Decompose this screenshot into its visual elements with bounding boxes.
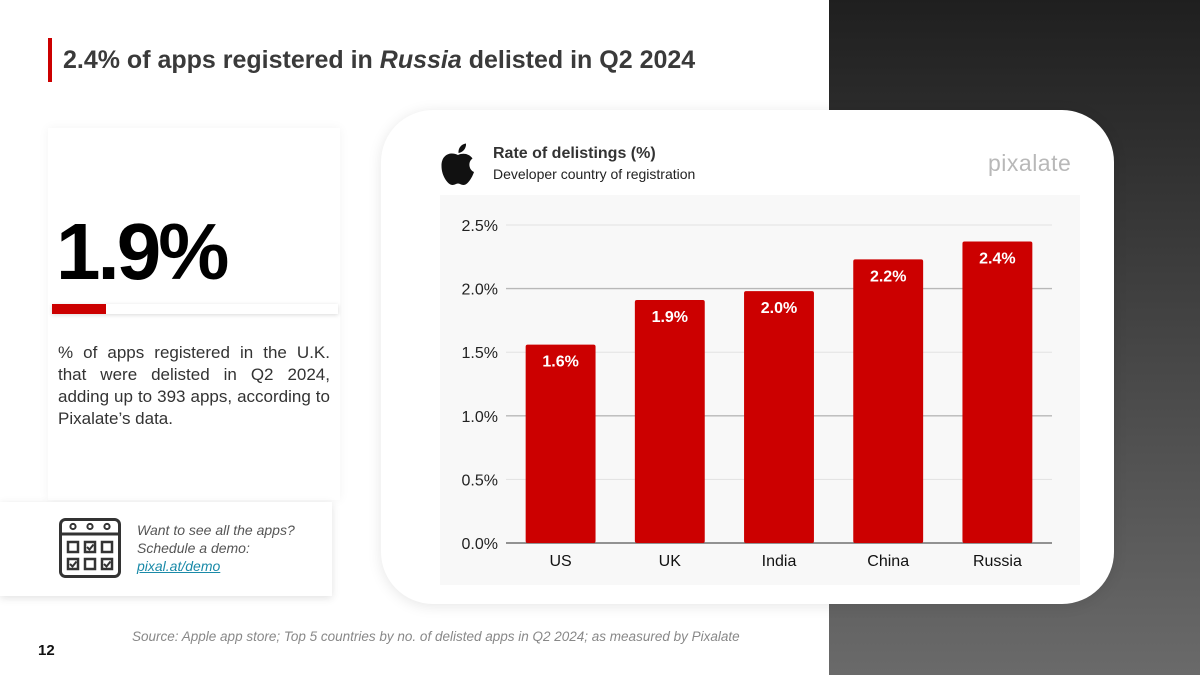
- title-highlight-country: Russia: [379, 45, 462, 74]
- x-tick-label: India: [762, 553, 797, 570]
- demo-callout: Want to see all the apps? Schedule a dem…: [0, 502, 332, 596]
- stat-description: % of apps registered in the U.K. that we…: [58, 343, 330, 428]
- page-number: 12: [38, 642, 55, 659]
- x-tick-label: UK: [659, 553, 682, 570]
- demo-prompt: Want to see all the apps? Schedule a dem…: [137, 522, 295, 556]
- bar-china: [853, 259, 924, 543]
- y-tick-label: 0.5%: [462, 472, 498, 489]
- data-label: 2.4%: [979, 251, 1015, 268]
- page-number-box: 12: [0, 628, 92, 672]
- y-tick-label: 0.0%: [462, 536, 498, 553]
- demo-link[interactable]: pixal.at/demo: [137, 558, 221, 574]
- y-tick-label: 1.5%: [462, 345, 498, 362]
- slide-title: 2.4% of apps registered in Russia delist…: [48, 38, 695, 82]
- data-label: 2.2%: [870, 268, 906, 285]
- data-label: 1.6%: [542, 354, 578, 371]
- demo-callout-text: Want to see all the apps? Schedule a dem…: [137, 521, 297, 575]
- calendar-checklist-icon: [59, 518, 121, 578]
- chart-title: Rate of delistings (%): [493, 145, 656, 162]
- source-note: Source: Apple app store; Top 5 countries…: [132, 629, 740, 644]
- y-tick-label: 2.5%: [462, 218, 498, 235]
- apple-logo-icon: [441, 143, 474, 185]
- y-tick-label: 2.0%: [462, 282, 498, 299]
- title-accent-bar: [48, 38, 52, 82]
- bar-chart: 0.0% 0.5% 1.0% 1.5% 2.0% 2.5% 1.6% US 1.9% UK 2.0%…: [440, 195, 1080, 585]
- bar-us: [525, 344, 596, 543]
- stat-value: 1.9%: [56, 207, 229, 296]
- y-tick-label: 1.0%: [462, 409, 498, 426]
- pixalate-logo: pixalate: [988, 150, 1072, 176]
- data-label: 1.9%: [652, 309, 688, 326]
- title-part-1: 2.4% of apps registered in: [63, 45, 380, 74]
- bar-uk: [634, 300, 705, 543]
- data-label: 2.0%: [761, 300, 797, 317]
- x-tick-label: China: [867, 553, 909, 570]
- stat-card: 1.9% % of apps registered in the U.K. th…: [48, 128, 340, 500]
- slide-title-text: 2.4% of apps registered in Russia delist…: [63, 46, 695, 75]
- x-tick-label: Russia: [973, 553, 1022, 570]
- bar-india: [744, 291, 814, 543]
- stat-progress-bar: [52, 304, 338, 314]
- title-part-2: delisted in Q2 2024: [461, 45, 696, 74]
- chart-subtitle: Developer country of registration: [493, 166, 696, 182]
- x-tick-label: US: [549, 553, 571, 570]
- stat-progress-fill: [52, 304, 107, 314]
- bar-russia: [962, 241, 1033, 543]
